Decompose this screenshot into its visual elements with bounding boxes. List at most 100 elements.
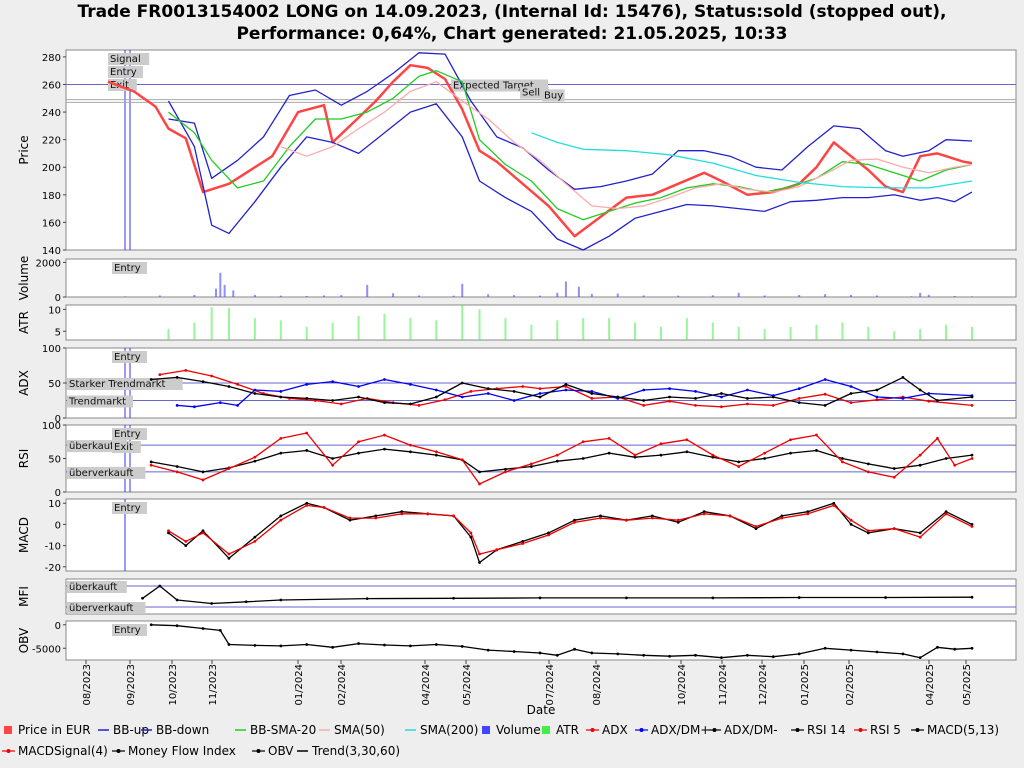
marker-label-bg — [112, 441, 141, 453]
point-obv — [512, 650, 516, 653]
marker-label-entry: Entry — [114, 625, 141, 636]
point-dm_minus — [305, 397, 309, 400]
volume-bar — [590, 293, 593, 297]
point-rsi5 — [711, 453, 715, 457]
point-macd — [305, 501, 309, 505]
point-macd — [650, 514, 654, 518]
point-rsi14 — [841, 457, 844, 460]
point-dm_plus — [409, 383, 412, 386]
point-rsi5 — [409, 443, 412, 447]
panel-price-ylabel: Price — [17, 135, 31, 164]
panel-volume: Volume 0 2000 Entry — [17, 256, 1017, 304]
point-dm_minus — [279, 395, 283, 399]
point-rsi14 — [918, 463, 922, 467]
y-tick-label-price: 260 — [42, 80, 61, 91]
x-tick-label: 07/2024 — [545, 664, 556, 706]
point-macd — [573, 518, 576, 522]
point-rsi14 — [685, 450, 689, 454]
atr-bar — [789, 326, 792, 340]
y-tick-label-atr: 10 — [48, 305, 61, 316]
legend-label: MACDSignal(4) — [18, 744, 108, 758]
point-obv — [434, 643, 438, 646]
point-obv — [901, 652, 905, 656]
point-rsi5 — [460, 458, 464, 462]
point-rsi5 — [279, 437, 283, 440]
y-tick-label-macd: 10 — [48, 499, 61, 510]
atr-bar — [305, 326, 308, 340]
volume-bar — [305, 295, 308, 297]
chart-legend: Price in EUR BB-up BB-down BB-SMA-20 SMA(50)… — [2, 723, 999, 758]
panel-mfi-ylabel: MFI — [17, 586, 31, 607]
legend-swatch — [542, 726, 550, 734]
point-dm_minus — [460, 381, 464, 385]
point-obv — [694, 653, 697, 657]
marker-label-bg — [108, 66, 143, 78]
point-macd — [478, 561, 481, 564]
point-macd_signal — [495, 548, 499, 552]
point-dm_plus — [694, 390, 697, 393]
volume-bar — [642, 295, 645, 297]
point-adx — [642, 404, 646, 407]
point-macd — [849, 523, 853, 526]
point-macd_signal — [970, 525, 974, 528]
level-label: Expected Target — [453, 80, 534, 91]
point-macd_signal — [918, 535, 922, 539]
x-tick-label: 11/2023 — [208, 664, 219, 706]
x-axis-label: Date — [527, 703, 556, 717]
panel-adx-ylabel: ADX — [17, 370, 31, 396]
volume-bar — [223, 284, 226, 297]
point-adx — [771, 404, 775, 407]
point-adx — [590, 397, 594, 400]
point-rsi14 — [305, 449, 309, 452]
level-label: überkauft — [69, 582, 117, 593]
point-dm_minus — [590, 392, 594, 395]
panel-macd-ylabel: MACD — [17, 517, 31, 553]
point-mfi — [625, 596, 628, 600]
point-macd_signal — [806, 512, 810, 516]
atr-bar — [478, 309, 481, 340]
point-obv — [218, 628, 222, 632]
atr-bar — [841, 322, 844, 340]
point-mfi — [141, 596, 144, 600]
point-dm_plus — [512, 399, 516, 402]
point-rsi5 — [357, 440, 360, 444]
level-label: Trendmarkt — [68, 397, 126, 408]
point-rsi14 — [581, 457, 585, 460]
point-rsi14 — [892, 467, 896, 470]
point-rsi5 — [504, 470, 507, 474]
point-mfi — [279, 598, 283, 602]
point-rsi14 — [737, 460, 741, 464]
x-tick-label: 01/2024 — [294, 664, 305, 706]
point-macd_signal — [650, 516, 654, 520]
atr-bar — [435, 320, 438, 340]
chart-title-line2: Performance: 0,64%, Chart generated: 21.… — [236, 24, 787, 44]
point-obv — [279, 644, 283, 648]
atr-bar — [737, 326, 740, 340]
point-dm_minus — [538, 395, 542, 399]
volume-bar — [279, 295, 282, 297]
legend-label: BB-SMA-20 — [250, 723, 316, 737]
legend-swatch-dot — [6, 749, 11, 753]
volume-bar — [219, 272, 222, 297]
point-obv — [745, 653, 749, 657]
point-mfi — [884, 596, 887, 599]
point-macd_signal — [253, 539, 257, 543]
point-mfi — [970, 595, 974, 599]
atr-bar — [815, 324, 818, 340]
atr-bar — [409, 318, 412, 340]
y-tick-label-rsi: 100 — [42, 421, 61, 432]
panel-mfi: MFI überkauft überverkauft — [17, 578, 1017, 615]
volume-bar — [539, 295, 541, 297]
point-dm_plus — [460, 395, 464, 399]
point-dm_minus — [512, 390, 516, 393]
point-dm_minus — [936, 399, 939, 402]
point-macd — [469, 535, 473, 539]
point-dm_minus — [383, 401, 386, 404]
point-obv — [227, 643, 231, 646]
y-tick-label-volume: 2000 — [36, 258, 61, 269]
y-tick-label-macd: -10 — [45, 542, 61, 553]
atr-bar — [253, 318, 256, 340]
panel-mfi-frame — [65, 578, 1017, 615]
point-obv — [175, 624, 179, 628]
legend-label: Price in EUR — [18, 723, 91, 737]
